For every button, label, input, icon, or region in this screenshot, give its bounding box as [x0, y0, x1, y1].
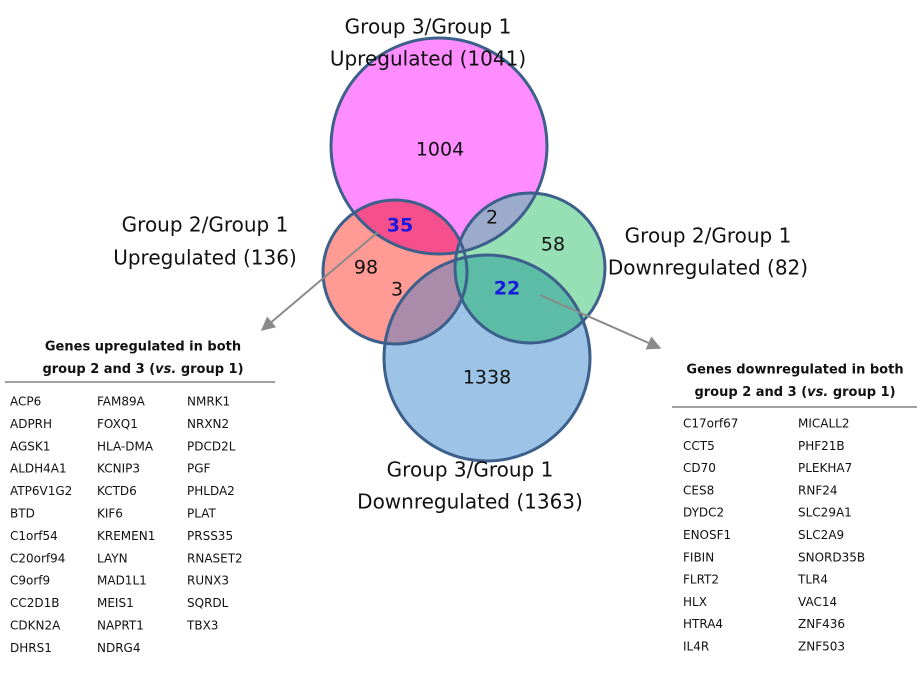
gene-name: FIBIN [683, 550, 714, 564]
gene-name: KCNIP3 [97, 462, 140, 476]
gene-name: PHF21B [798, 439, 845, 453]
gene-name: PGF [187, 462, 211, 476]
gene-name: VAC14 [798, 595, 837, 609]
set-label: Group 2/Group 1 [122, 213, 289, 237]
circle-outline [329, 36, 549, 256]
gene-name: NAPRT1 [97, 619, 144, 633]
gene-name: PLEKHA7 [798, 461, 852, 475]
gene-name: SLC2A9 [798, 528, 844, 542]
arrow [539, 294, 662, 350]
gene-name: FLRT2 [683, 573, 719, 587]
gene-name: ZNF503 [798, 640, 845, 654]
gene-name: KREMEN1 [97, 529, 155, 543]
overlap [455, 193, 547, 254]
gene-name: NRXN2 [187, 417, 229, 431]
circle-outline [321, 198, 469, 346]
region-count: 22 [494, 278, 520, 300]
table-title: Genes downregulated in both [686, 363, 903, 378]
gene-name: C1orf54 [10, 529, 58, 543]
gene-name: C17orf67 [683, 417, 738, 431]
gene-name: HLA-DMA [97, 439, 154, 453]
set-label: Upregulated (136) [113, 246, 297, 270]
gene-name: IL4R [683, 640, 709, 654]
gene-name: C20orf94 [10, 551, 65, 565]
set-label: Downregulated (82) [608, 256, 808, 280]
gene-name: PDCD2L [187, 439, 236, 453]
subtitle-part: group 1) [828, 385, 895, 400]
subtitle-part: group 2 and 3 ( [694, 385, 807, 400]
set-label: Group 3/Group 1 [387, 458, 554, 482]
gene-name: KCTD6 [97, 484, 137, 498]
region-count: 1004 [416, 139, 464, 161]
gene-name: DHRS1 [10, 641, 52, 655]
region-count: 2 [486, 207, 498, 229]
arrow [260, 231, 379, 331]
gene-name: PHLDA2 [187, 484, 235, 498]
table-subtitle: group 2 and 3 (vs. group 1) [42, 362, 243, 377]
gene-name: MEIS1 [97, 596, 134, 610]
gene-name: ATP6V1G2 [10, 484, 72, 498]
gene-name: FOXQ1 [97, 417, 138, 431]
region-count: 58 [541, 234, 565, 256]
gene-name: AGSK1 [10, 439, 50, 453]
gene-name: KIF6 [97, 507, 123, 521]
gene-name: MICALL2 [798, 417, 850, 431]
gene-name: CES8 [683, 483, 714, 497]
region-count: 3 [391, 279, 403, 301]
gene-name: ALDH4A1 [10, 462, 67, 476]
gene-name: ZNF436 [798, 617, 845, 631]
set-label: Group 2/Group 1 [625, 224, 792, 248]
gene-name: PLAT [187, 507, 216, 521]
gene-name: SLC29A1 [798, 506, 852, 520]
circle-outline [382, 253, 592, 463]
set-label: Downregulated (1363) [357, 490, 583, 514]
gene-name: NMRK1 [187, 395, 230, 409]
subtitle-part: group 1) [176, 362, 243, 377]
gene-name: TBX3 [186, 619, 218, 633]
gene-name: NDRG4 [97, 641, 141, 655]
table-subtitle: group 2 and 3 (vs. group 1) [694, 385, 895, 400]
gene-name: C9orf9 [10, 574, 50, 588]
gene-name: CD70 [683, 461, 716, 475]
gene-name: ENOSF1 [683, 528, 731, 542]
gene-name: HLX [683, 595, 707, 609]
gene-name: LAYN [97, 551, 128, 565]
subtitle-part: group 2 and 3 ( [42, 362, 155, 377]
gene-name: FAM89A [97, 395, 146, 409]
gene-name: ACP6 [10, 395, 41, 409]
gene-name: RUNX3 [187, 574, 229, 588]
gene-name: CCT5 [683, 439, 715, 453]
gene-name: ADPRH [10, 417, 52, 431]
gene-name: CC2D1B [10, 596, 60, 610]
gene-name: BTD [10, 507, 35, 521]
table-title: Genes upregulated in both [45, 340, 241, 355]
gene-name: HTRA4 [683, 617, 723, 631]
gene-name: RNF24 [798, 483, 838, 497]
gene-name: TLR4 [797, 573, 828, 587]
subtitle-part: vs. [155, 362, 176, 377]
region-count: 98 [354, 257, 378, 279]
venn [321, 36, 607, 463]
overlap [455, 255, 590, 343]
region-count: 1338 [463, 367, 511, 389]
region-count: 35 [387, 215, 413, 237]
circle-outline [453, 191, 607, 345]
gene-name: SQRDL [187, 596, 229, 610]
gene-name: SNORD35B [798, 550, 865, 564]
gene-name: PRSS35 [187, 529, 233, 543]
subtitle-part: vs. [807, 385, 828, 400]
set-label: Group 3/Group 1 [345, 15, 512, 39]
gene-name: MAD1L1 [97, 574, 147, 588]
gene-name: DYDC2 [683, 506, 724, 520]
gene-name: CDKN2A [10, 619, 61, 633]
gene-name: RNASET2 [187, 551, 243, 565]
set-label: Upregulated (1041) [330, 47, 526, 71]
